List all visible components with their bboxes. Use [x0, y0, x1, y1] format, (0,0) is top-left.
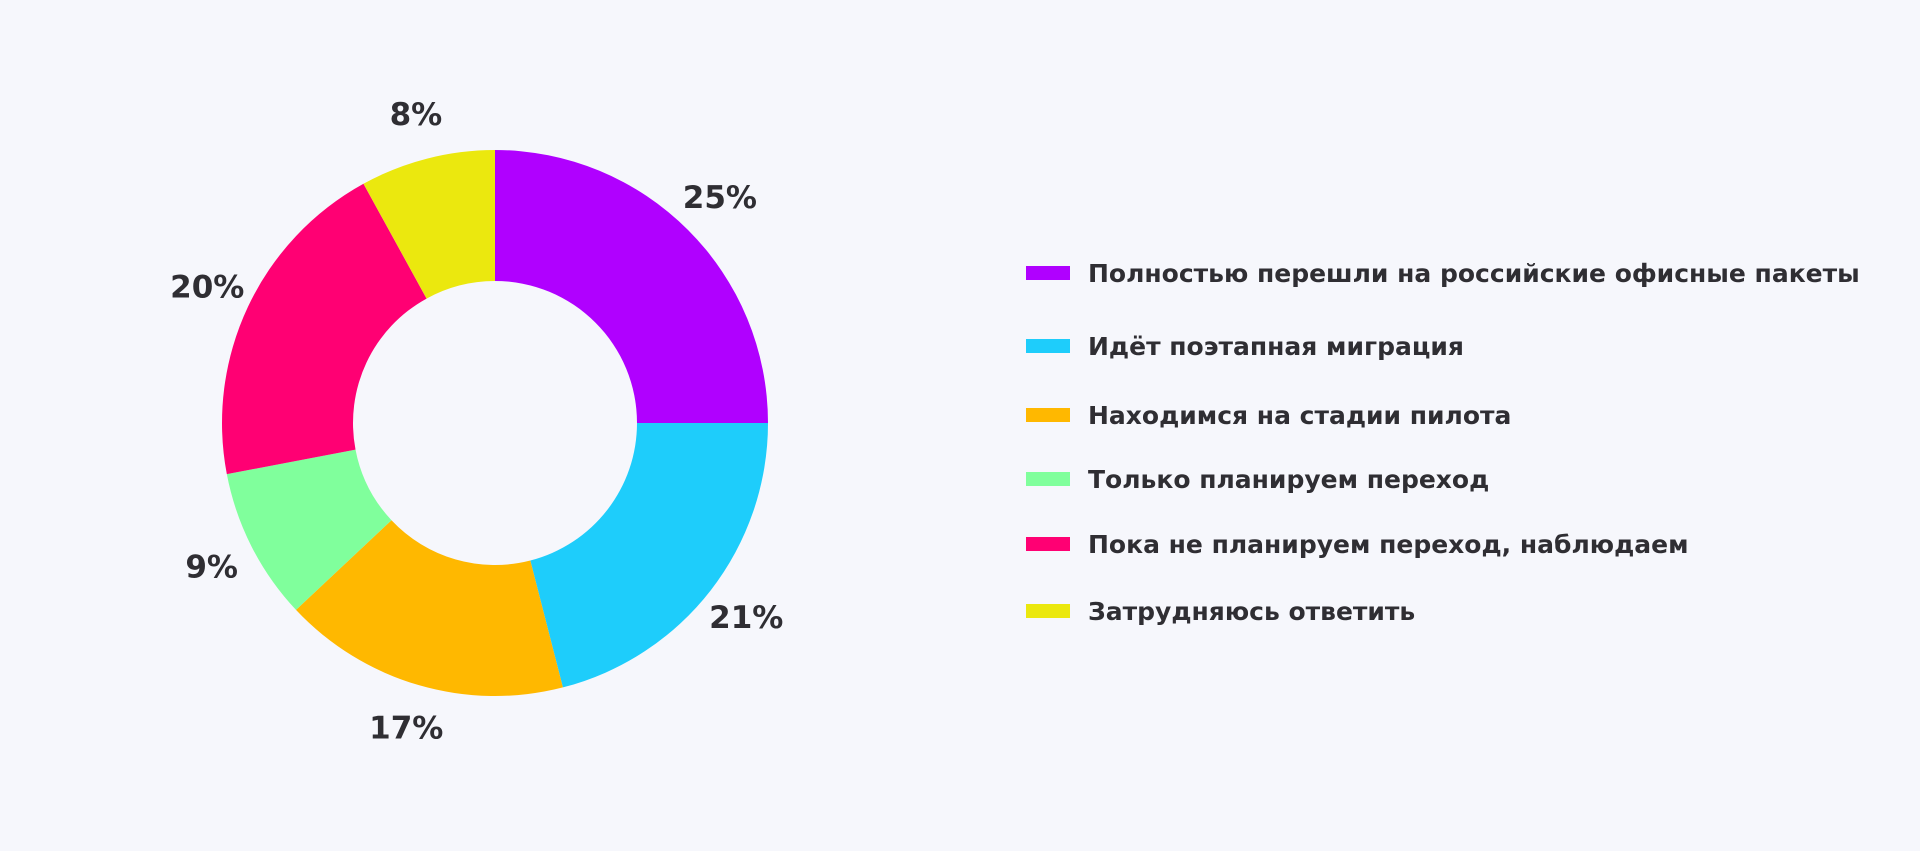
legend-swatch [1026, 266, 1070, 280]
legend-swatch [1026, 339, 1070, 353]
donut-slice-not-planning [221, 183, 427, 475]
donut-slice-pilot-stage [295, 520, 563, 696]
legend-swatch [1026, 408, 1070, 422]
slice-value-label: 9% [185, 549, 238, 585]
legend-label: Полностью перешли на российские офисные … [1088, 258, 1860, 288]
donut-slice-gradual-migration [530, 423, 769, 688]
legend-item-planning: Только планируем переход [1026, 459, 1489, 499]
legend-label: Пока не планируем переход, наблюдаем [1088, 529, 1689, 559]
legend-swatch [1026, 604, 1070, 618]
legend-swatch [1026, 472, 1070, 486]
donut-slice-full-migration [495, 150, 768, 423]
slice-value-label: 20% [170, 270, 244, 306]
slice-value-label: 8% [390, 97, 443, 133]
legend-label: Идёт поэтапная миграция [1088, 331, 1464, 361]
legend-item-gradual-migration: Идёт поэтапная миграция [1026, 326, 1464, 366]
legend-item-not-planning: Пока не планируем переход, наблюдаем [1026, 524, 1689, 564]
legend-item-pilot-stage: Находимся на стадии пилота [1026, 395, 1511, 435]
donut-slice-hard-to-answer [363, 150, 495, 299]
legend-label: Только планируем переход [1088, 464, 1490, 494]
legend-label: Находимся на стадии пилота [1088, 400, 1512, 430]
slice-value-label: 17% [369, 710, 443, 746]
slice-value-label: 21% [709, 600, 783, 636]
legend-swatch [1026, 537, 1070, 551]
chart-legend: Полностью перешли на российские офисные … [1026, 0, 1906, 851]
donut-slice-planning [226, 449, 392, 610]
legend-label: Затрудняюсь ответить [1088, 596, 1416, 626]
slice-value-label: 25% [683, 180, 757, 216]
legend-item-hard-to-answer: Затрудняюсь ответить [1026, 591, 1415, 631]
legend-item-full-migration: Полностью перешли на российские офисные … [1026, 253, 1860, 293]
